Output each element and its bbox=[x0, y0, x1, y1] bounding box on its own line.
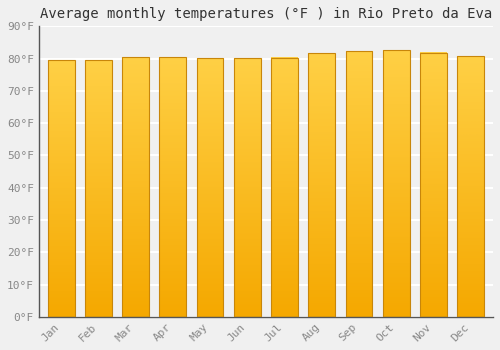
Bar bbox=[48, 60, 74, 317]
Bar bbox=[85, 60, 112, 317]
Bar bbox=[196, 58, 224, 317]
Bar bbox=[346, 51, 372, 317]
Bar bbox=[234, 58, 260, 317]
Title: Average monthly temperatures (°F ) in Rio Preto da Eva: Average monthly temperatures (°F ) in Ri… bbox=[40, 7, 492, 21]
Bar bbox=[458, 56, 484, 317]
Bar bbox=[420, 53, 447, 317]
Bar bbox=[271, 58, 298, 317]
Bar bbox=[383, 50, 409, 317]
Bar bbox=[122, 57, 149, 317]
Bar bbox=[160, 57, 186, 317]
Bar bbox=[308, 53, 335, 317]
